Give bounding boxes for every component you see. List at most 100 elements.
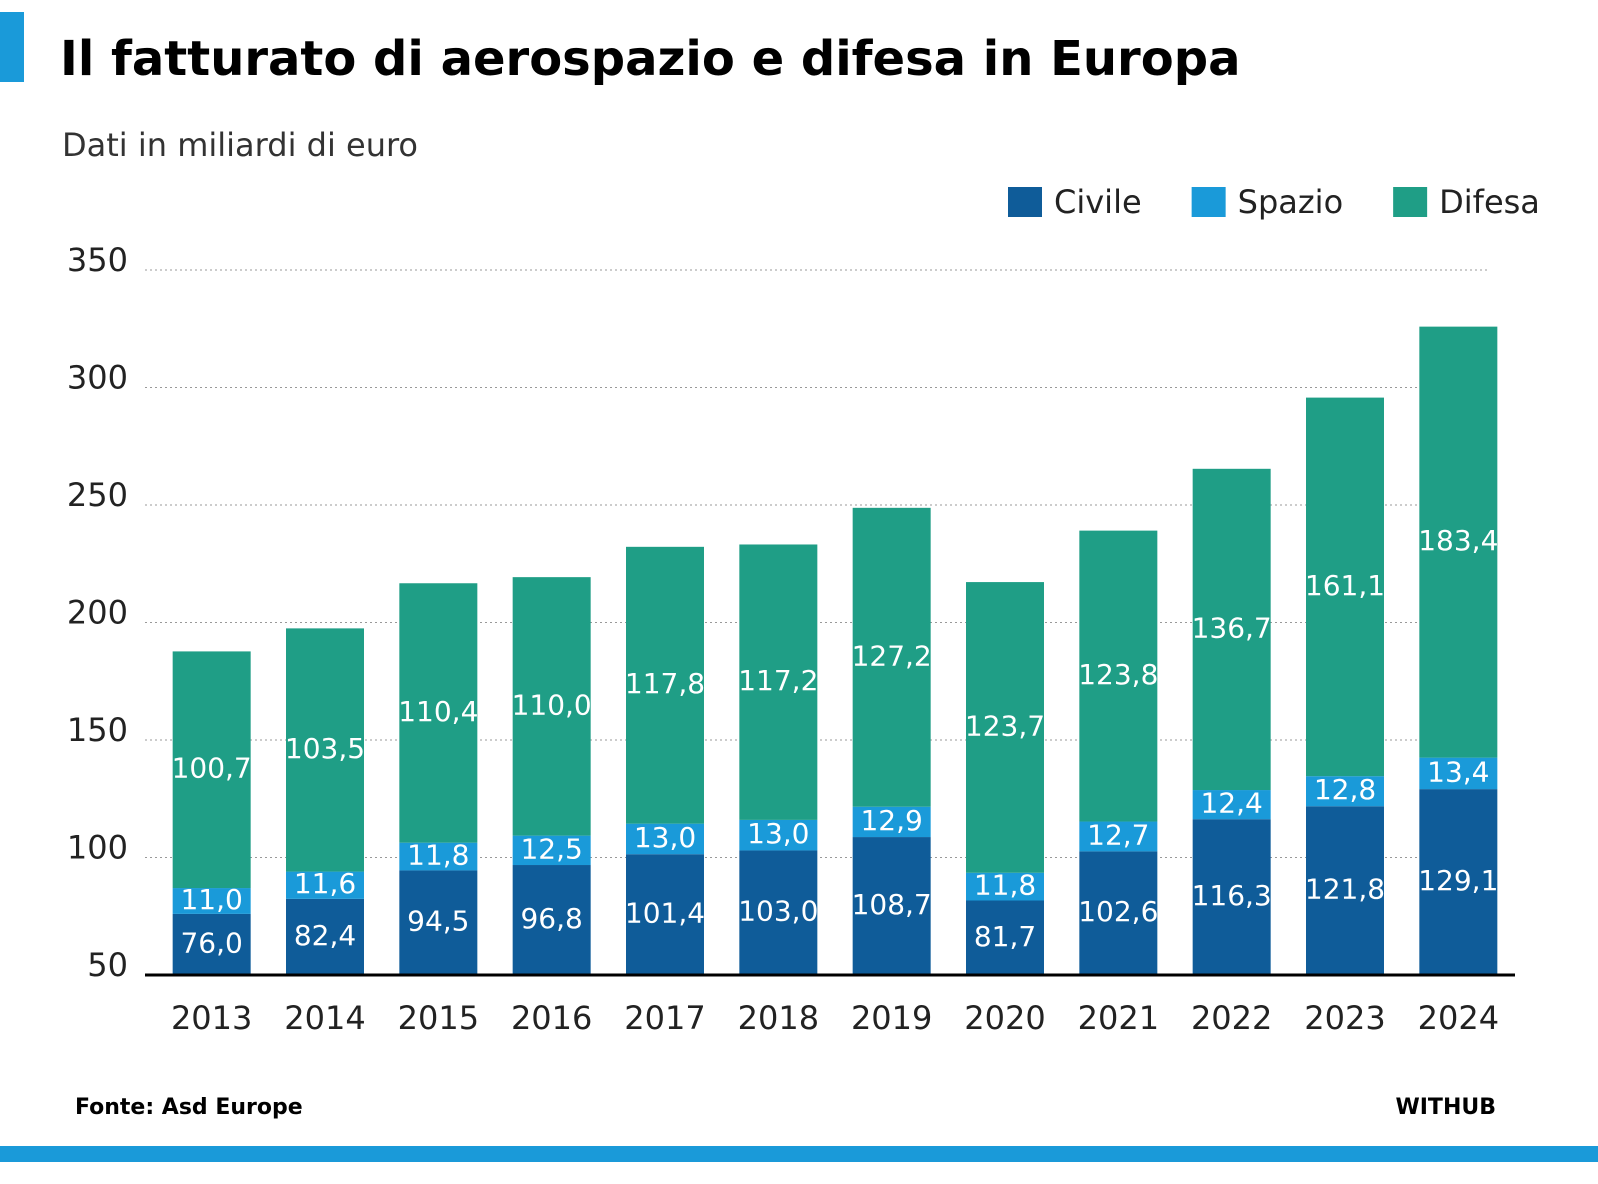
value-label: 110,4: [398, 695, 478, 728]
bar-segment: [966, 872, 1044, 901]
bar-segment: [1306, 397, 1384, 777]
x-tick-label: 2015: [398, 999, 479, 1037]
bar-segment: [512, 835, 591, 866]
bar-segment: [626, 823, 704, 855]
legend-swatch: [1191, 187, 1226, 217]
bar-segment: [286, 628, 364, 872]
x-tick-label: 2021: [1078, 999, 1159, 1037]
bar-segment: [739, 850, 818, 975]
bar-segment: [399, 870, 478, 975]
value-label: 129,1: [1418, 864, 1498, 897]
y-tick-label: 200: [67, 594, 128, 632]
bar-segment: [852, 837, 931, 975]
x-tick-label: 2017: [624, 999, 705, 1037]
value-label: 108,7: [852, 888, 932, 921]
value-label: 117,2: [738, 664, 818, 697]
value-label: 13,0: [634, 821, 696, 854]
bar-segment: [1306, 806, 1384, 975]
bar-segment: [399, 583, 478, 843]
value-label: 110,0: [512, 688, 592, 721]
bar-segment: [626, 546, 704, 824]
y-tick-label: 250: [67, 476, 128, 514]
value-label: 136,7: [1192, 611, 1272, 644]
bar-segment: [512, 865, 591, 975]
brand: WITHUB: [1395, 1095, 1496, 1120]
bar-segment: [1419, 326, 1498, 758]
value-label: 103,0: [738, 895, 818, 928]
value-label: 123,8: [1078, 658, 1158, 691]
bar-segment: [1192, 790, 1271, 820]
value-label: 103,5: [285, 732, 365, 765]
value-label: 11,6: [294, 867, 356, 900]
legend-label: Difesa: [1439, 183, 1540, 221]
legend-label: Civile: [1054, 183, 1142, 221]
bar-segment: [1419, 789, 1498, 975]
bar-segment: [1079, 530, 1158, 822]
value-label: 12,4: [1200, 787, 1262, 820]
value-label: 183,4: [1418, 524, 1498, 557]
y-tick-label: 50: [87, 946, 128, 984]
x-tick-label: 2018: [738, 999, 819, 1037]
value-label: 12,9: [860, 804, 922, 837]
bar-segment: [1192, 468, 1271, 791]
bar-segment: [626, 854, 704, 975]
value-label: 102,6: [1078, 895, 1158, 928]
bar-segment: [286, 898, 364, 975]
title-accent: [0, 12, 24, 82]
y-tick-label: 350: [67, 241, 128, 279]
bar-segment: [1192, 819, 1271, 975]
value-label: 11,8: [407, 839, 469, 872]
x-tick-label: 2016: [511, 999, 592, 1037]
y-tick-label: 300: [67, 359, 128, 397]
bar-segment: [1306, 776, 1384, 807]
source: Fonte: Asd Europe: [75, 1095, 303, 1120]
bar-segment: [966, 582, 1044, 873]
bar-segment: [852, 507, 931, 807]
legend-swatch: [1008, 187, 1042, 217]
value-label: 12,5: [520, 832, 582, 865]
legend-swatch: [1393, 187, 1428, 217]
bottom-stripe: [0, 1146, 1598, 1162]
x-tick-label: 2024: [1418, 999, 1499, 1037]
x-tick-label: 2014: [284, 999, 365, 1037]
x-tick-label: 2019: [851, 999, 932, 1037]
value-label: 94,5: [407, 905, 469, 938]
value-label: 123,7: [965, 709, 1045, 742]
value-label: 121,8: [1305, 873, 1385, 906]
value-label: 76,0: [180, 926, 242, 959]
bar-segment: [739, 819, 818, 851]
value-label: 96,8: [520, 902, 582, 935]
bar-segment: [512, 577, 591, 836]
bar-segment: [399, 842, 478, 871]
bar-segment: [1419, 757, 1498, 790]
bar-segment: [852, 806, 931, 838]
x-tick-label: 2023: [1304, 999, 1385, 1037]
value-label: 161,1: [1305, 569, 1385, 602]
value-label: 11,8: [974, 869, 1036, 902]
bar-segment: [1079, 821, 1158, 852]
bar-segment: [966, 900, 1044, 975]
x-tick-label: 2022: [1191, 999, 1272, 1037]
value-label: 12,7: [1087, 818, 1149, 851]
value-label: 11,0: [180, 883, 242, 916]
value-label: 100,7: [172, 752, 252, 785]
y-tick-label: 150: [67, 711, 128, 749]
bar-segment: [286, 871, 364, 899]
bar-segment: [739, 544, 818, 820]
bar-segment: [172, 651, 251, 889]
value-label: 13,0: [747, 817, 809, 850]
value-label: 81,7: [974, 920, 1036, 953]
bar-segment: [172, 888, 251, 914]
bar-segment: [1079, 851, 1158, 975]
value-label: 82,4: [294, 919, 356, 952]
x-tick-label: 2020: [964, 999, 1045, 1037]
x-tick-label: 2013: [171, 999, 252, 1037]
bar-segment: [172, 913, 251, 975]
y-tick-label: 100: [67, 829, 128, 867]
value-label: 117,8: [625, 667, 705, 700]
value-label: 127,2: [852, 639, 932, 672]
value-label: 12,8: [1314, 773, 1376, 806]
chart-title: Il fatturato di aerospazio e difesa in E…: [60, 31, 1240, 87]
value-label: 101,4: [625, 897, 705, 930]
